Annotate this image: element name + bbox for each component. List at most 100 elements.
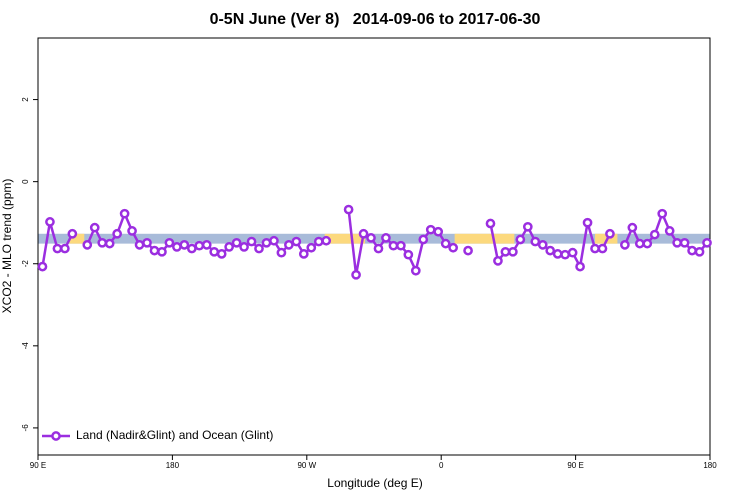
data-point	[634, 238, 645, 249]
x-tick-label: 180	[703, 461, 717, 470]
data-point	[620, 240, 630, 250]
data-point	[201, 240, 212, 250]
data-point	[157, 246, 167, 257]
data-point	[276, 247, 287, 258]
data-point	[590, 243, 600, 254]
data-point	[396, 240, 406, 251]
data-point	[172, 242, 182, 252]
data-point	[89, 222, 100, 233]
data-point	[119, 208, 130, 219]
data-point	[306, 242, 317, 253]
data-point	[313, 236, 324, 247]
data-point	[702, 237, 712, 248]
data-point	[388, 240, 399, 251]
data-point	[567, 247, 578, 258]
data-point	[679, 237, 690, 248]
data-point	[321, 235, 332, 246]
data-point	[537, 240, 548, 250]
data-point	[463, 245, 473, 256]
data-point	[216, 249, 227, 259]
data-point	[52, 243, 63, 254]
data-point	[448, 242, 458, 253]
data-point	[97, 237, 108, 248]
data-point	[664, 226, 675, 236]
x-axis-label: Longitude (deg E)	[327, 476, 422, 490]
data-point	[254, 243, 264, 254]
data-point	[515, 234, 526, 245]
x-tick-label: 90 W	[297, 461, 316, 470]
data-point	[560, 249, 570, 260]
data-point	[358, 228, 369, 239]
band	[454, 233, 515, 244]
x-tick-label: 90 E	[567, 461, 583, 470]
data-point	[500, 246, 511, 257]
data-point	[112, 228, 122, 239]
data-point	[373, 243, 384, 254]
data-point	[351, 269, 361, 280]
data-point	[142, 237, 152, 248]
x-tick-label: 90 E	[30, 461, 46, 470]
data-point	[127, 226, 137, 236]
data-point	[291, 236, 302, 247]
y-tick-label: 0	[21, 179, 30, 184]
data-point	[164, 237, 175, 248]
data-point	[672, 237, 682, 248]
data-point	[246, 236, 257, 247]
data-point	[649, 229, 660, 240]
band	[324, 233, 366, 244]
data-point	[67, 228, 78, 239]
data-point	[224, 242, 234, 252]
data-point	[403, 249, 414, 260]
data-point	[657, 208, 668, 219]
x-tick-label: 180	[166, 461, 180, 470]
data-point	[179, 240, 190, 250]
band	[69, 233, 85, 244]
data-point	[231, 237, 242, 248]
legend-label: Land (Nadir&Glint) and Ocean (Glint)	[76, 428, 273, 442]
data-point	[694, 246, 705, 257]
data-point	[627, 222, 638, 233]
data-point	[440, 238, 451, 249]
data-point	[493, 256, 503, 266]
data-point	[343, 204, 354, 215]
data-point	[194, 240, 205, 251]
data-point	[60, 243, 70, 254]
chart-title: 0-5N June (Ver 8) 2014-09-06 to 2017-06-…	[210, 11, 541, 28]
data-point	[552, 249, 563, 259]
data-point	[82, 240, 93, 250]
y-tick-label: -2	[21, 260, 30, 268]
data-point	[522, 221, 533, 232]
data-point	[37, 261, 48, 272]
data-point	[269, 235, 279, 246]
data-point	[433, 226, 444, 237]
data-point	[582, 217, 593, 228]
data-point	[575, 261, 585, 272]
data-point	[381, 233, 391, 243]
data-point	[239, 242, 249, 252]
data-point	[687, 245, 697, 256]
y-tick-label: -4	[21, 342, 30, 350]
y-tick-label: 2	[21, 97, 30, 102]
data-point	[366, 233, 376, 243]
data-point	[261, 237, 272, 248]
data-point	[418, 234, 429, 245]
data-point	[45, 217, 55, 227]
data-point	[284, 240, 294, 250]
data-point	[425, 224, 436, 235]
data-point	[104, 238, 115, 249]
data-point	[642, 238, 653, 249]
data-point	[485, 218, 496, 229]
data-point	[605, 228, 615, 239]
data-point	[597, 243, 608, 254]
data-point	[530, 236, 541, 247]
x-tick-label: 0	[439, 461, 444, 470]
legend-marker	[51, 431, 61, 441]
data-point	[186, 243, 197, 254]
y-tick-label: -6	[21, 424, 30, 432]
data-point	[134, 240, 145, 250]
data-point	[209, 246, 220, 257]
data-point	[410, 265, 421, 276]
data-point	[298, 249, 309, 259]
